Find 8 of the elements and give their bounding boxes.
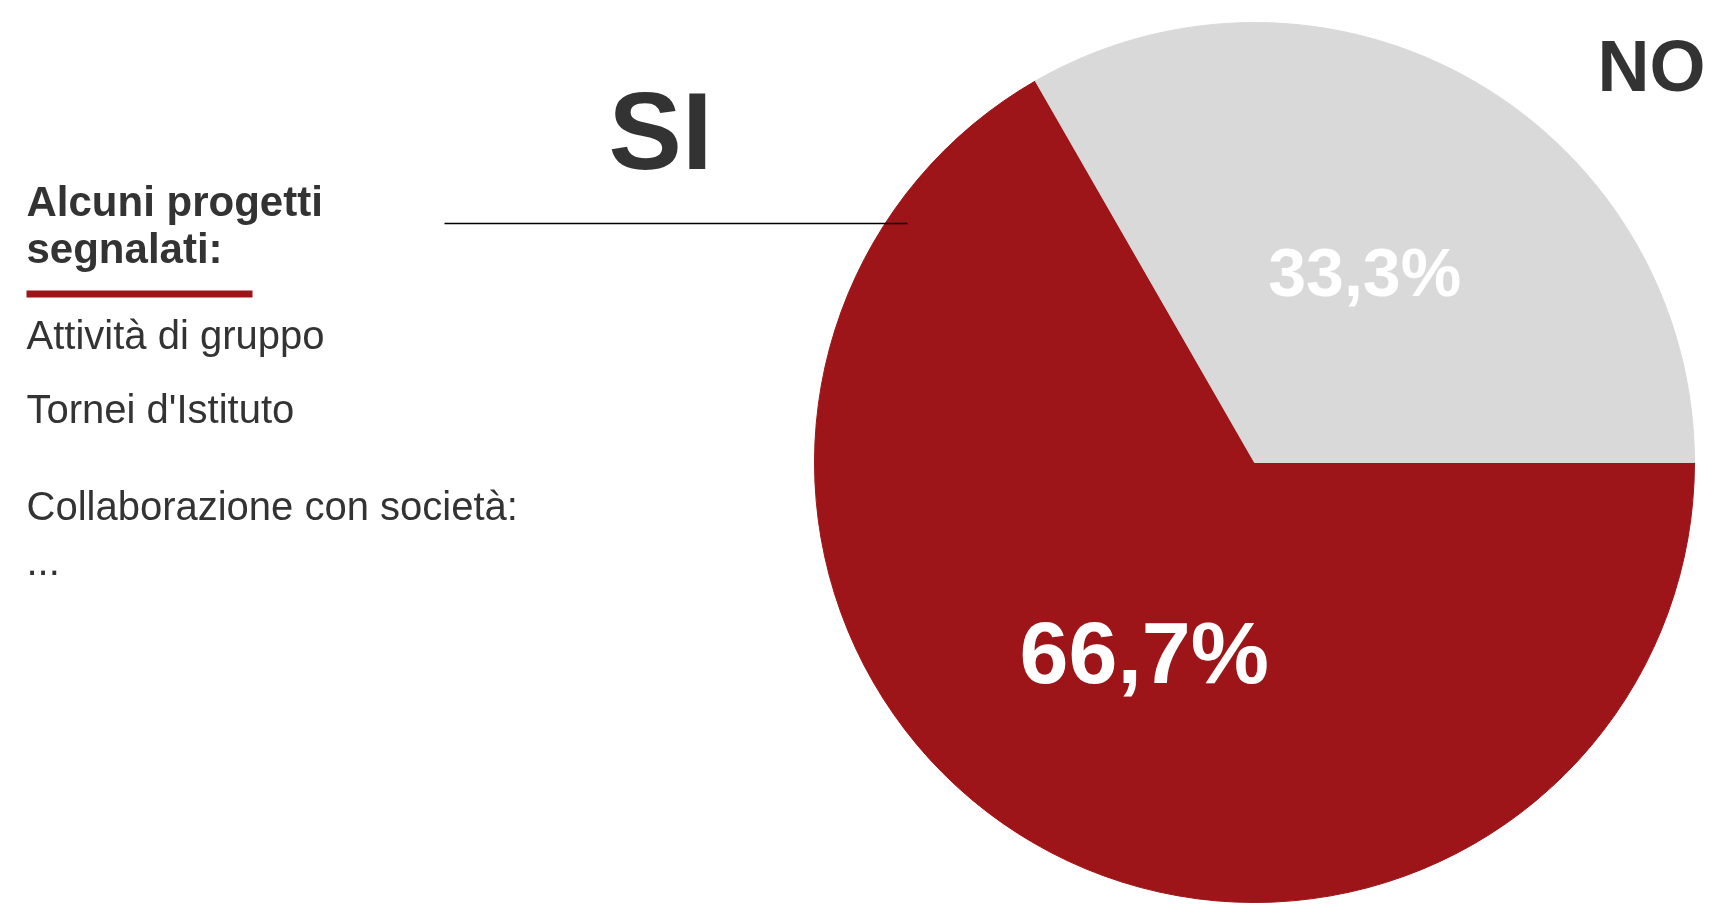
data-label: 66,7% xyxy=(1019,603,1270,703)
slice-label: SI xyxy=(608,69,713,192)
text: Tornei d'Istituto xyxy=(26,386,295,431)
slice-label: NO xyxy=(1597,25,1706,106)
text: Attività di gruppo xyxy=(26,312,325,357)
text: Alcuni progetti segnalati: xyxy=(26,177,323,272)
text: Collaborazione con società: xyxy=(26,483,518,528)
text: ... xyxy=(26,538,60,583)
